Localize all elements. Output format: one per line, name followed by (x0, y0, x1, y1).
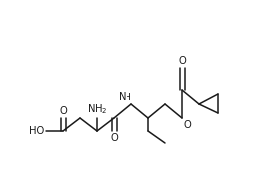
Text: O: O (110, 133, 118, 143)
Text: HO: HO (29, 126, 44, 136)
Text: O: O (59, 106, 67, 116)
Text: NH$_2$: NH$_2$ (87, 102, 107, 116)
Text: N: N (119, 92, 126, 102)
Text: O: O (184, 120, 192, 130)
Text: H: H (123, 93, 130, 102)
Text: O: O (178, 56, 186, 66)
